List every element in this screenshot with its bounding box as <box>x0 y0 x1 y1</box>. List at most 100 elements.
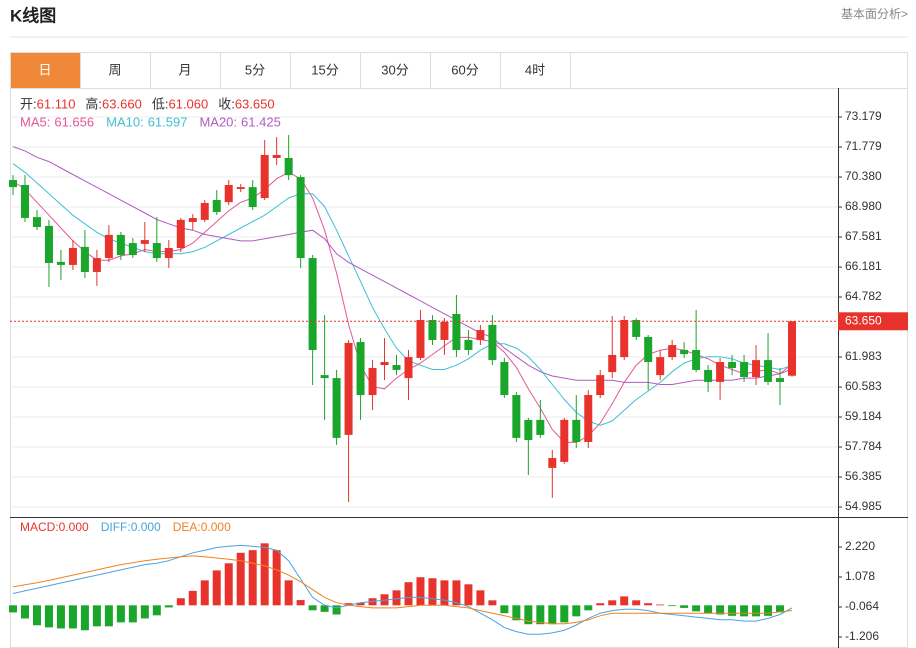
ohlc-label: 开: <box>20 96 37 111</box>
macd-bar <box>404 582 413 606</box>
tab-label[interactable]: 60分 <box>451 62 478 77</box>
candle-body <box>320 375 329 379</box>
macd-bar <box>752 605 761 617</box>
y-tick-label: 54.985 <box>845 499 882 513</box>
candle-body <box>464 339 473 351</box>
y-tick-label: 67.581 <box>845 229 882 243</box>
candle-body <box>440 321 449 340</box>
macd-legend-value: 0.000 <box>131 520 161 534</box>
ma-line <box>12 163 793 426</box>
macd-bar <box>20 605 29 619</box>
macd-bar <box>416 577 425 606</box>
candle-body <box>764 360 773 382</box>
y-tick-label: 56.385 <box>845 469 882 483</box>
candle-body <box>488 324 497 361</box>
tab-label[interactable]: 4时 <box>525 62 545 77</box>
tab-bg[interactable] <box>10 52 81 89</box>
macd-bar <box>44 605 53 628</box>
macd-bar <box>80 605 89 631</box>
candle-body <box>776 378 785 382</box>
macd-bar <box>248 550 257 606</box>
ohlc-value: 63.660 <box>102 96 142 111</box>
macd-legend-name: DIFF: <box>101 520 131 534</box>
ma-legend-name: MA20: <box>199 114 237 129</box>
candle-body <box>596 375 605 396</box>
candle-body <box>644 336 653 363</box>
tab-bg[interactable] <box>500 52 571 89</box>
candle-body <box>716 362 725 382</box>
y-tick-label: 70.380 <box>845 169 882 183</box>
ohlc-value: 61.060 <box>168 96 208 111</box>
last-price-box <box>838 312 908 331</box>
candle-body <box>788 321 796 376</box>
macd-bar <box>764 605 773 616</box>
macd-bar <box>740 605 749 617</box>
candle-body <box>476 330 485 340</box>
macd-bar <box>716 605 725 615</box>
macd-bar <box>776 605 785 613</box>
macd-bar <box>452 580 461 606</box>
ohlc-value: 61.110 <box>37 96 76 111</box>
candle-body <box>212 199 221 212</box>
candle-body <box>620 320 629 358</box>
macd-bar <box>116 605 125 623</box>
macd-bar <box>704 605 713 614</box>
macd-legend-name: MACD: <box>20 520 59 534</box>
tab-bg[interactable] <box>150 52 221 89</box>
candle-body <box>380 362 389 366</box>
macd-bar <box>392 590 401 606</box>
macd-bar <box>500 605 509 614</box>
macd-bar <box>140 605 149 619</box>
macd-bar <box>668 605 677 607</box>
tab-label[interactable]: 15分 <box>311 62 338 77</box>
candle-body <box>188 217 197 223</box>
macd-bar <box>488 600 497 606</box>
macd-bar <box>308 605 317 611</box>
candle-body <box>416 320 425 358</box>
candle-body <box>80 246 89 272</box>
candle-body <box>200 202 209 220</box>
macd-bar <box>584 605 593 611</box>
macd-bar <box>536 605 545 625</box>
ohlc-label: 高: <box>85 96 102 111</box>
macd-bar <box>632 600 641 606</box>
macd-bar <box>560 605 569 623</box>
tab-label[interactable]: 周 <box>108 62 121 77</box>
macd-bar <box>284 580 293 606</box>
candle-body <box>9 180 17 188</box>
y-tick-label: 73.179 <box>845 109 882 123</box>
candle-body <box>704 369 713 382</box>
tab-bg[interactable] <box>290 52 361 89</box>
macd-bar <box>296 600 305 606</box>
candle-body <box>44 225 53 263</box>
macd-bar <box>332 605 341 615</box>
macd-bar <box>620 596 629 606</box>
macd-legend-value: 0.000 <box>59 520 89 534</box>
macd-bar <box>92 605 101 627</box>
candle-body <box>296 177 305 259</box>
macd-bar <box>56 605 65 629</box>
candle-body <box>356 342 365 396</box>
last-price-label: 63.650 <box>845 313 882 327</box>
fundamental-link[interactable]: 基本面分析> <box>841 7 908 21</box>
macd-bar <box>128 605 137 623</box>
tab-label[interactable]: 30分 <box>381 62 408 77</box>
candle-body <box>128 243 137 256</box>
macd-bar <box>32 605 41 626</box>
candle-body <box>680 350 689 355</box>
candle-body <box>536 419 545 435</box>
tab-label[interactable]: 日 <box>38 62 51 77</box>
candle-body <box>584 395 593 442</box>
macd-bar <box>104 605 113 627</box>
ohlc-value: 63.650 <box>235 96 275 111</box>
tab-label[interactable]: 月 <box>178 62 191 77</box>
ohlc-label: 低: <box>152 96 169 111</box>
candle-body <box>176 219 185 248</box>
tab-label[interactable]: 5分 <box>245 62 265 77</box>
candle-body <box>104 234 113 259</box>
candle-body <box>284 157 293 176</box>
candle-body <box>608 354 617 373</box>
candle-body <box>728 362 737 369</box>
tab-bg[interactable] <box>80 52 151 89</box>
